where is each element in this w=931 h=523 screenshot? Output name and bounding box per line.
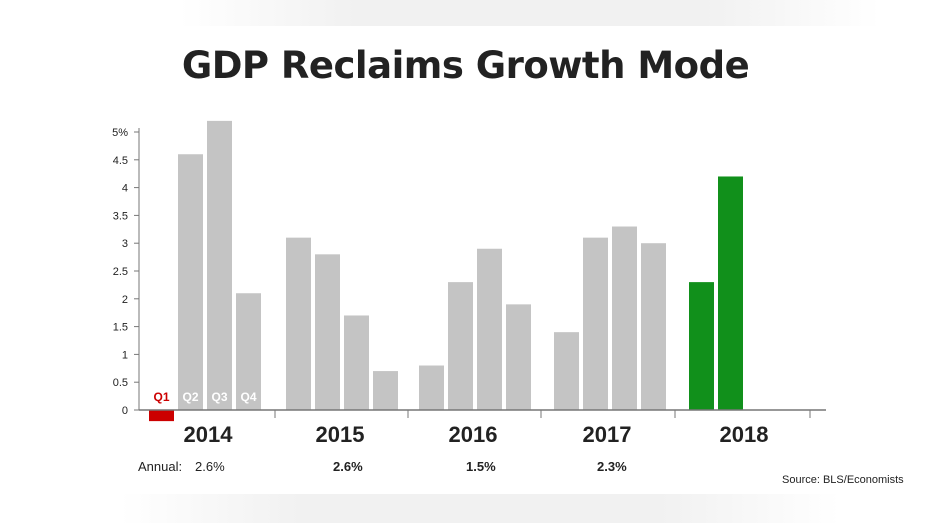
bar-2015-q3	[344, 315, 369, 410]
bar-2015-q2	[315, 254, 340, 410]
x-label-2018: 2018	[720, 422, 769, 447]
quarter-label-q1: Q1	[153, 390, 169, 404]
x-label-2017: 2017	[583, 422, 632, 447]
bar-2015-q1	[286, 237, 311, 410]
bar-2017-q4	[641, 243, 666, 410]
bar-2014-q3	[207, 120, 232, 410]
quarter-label-q4: Q4	[240, 390, 256, 404]
annual-value-2017: 2.3%	[597, 459, 627, 474]
bar-2014-q4	[236, 293, 261, 410]
quarter-label-q2: Q2	[182, 390, 198, 404]
y-tick-label: 4.5	[113, 155, 128, 167]
bar-2014-q2	[178, 154, 203, 410]
y-tick-label: 2.5	[113, 266, 128, 278]
bar-2017-q1	[554, 332, 579, 410]
y-tick-label: 3.5	[113, 210, 128, 222]
x-label-2015: 2015	[316, 422, 365, 447]
annual-value-2016: 1.5%	[466, 459, 496, 474]
bar-2018-q1	[689, 282, 714, 410]
bar-2017-q3	[612, 226, 637, 410]
source-note: Source: BLS/Economists	[782, 474, 904, 486]
bar-2016-q2	[448, 282, 473, 410]
annual-label: Annual:	[138, 459, 183, 474]
y-tick-label: 0.5	[113, 377, 128, 389]
bar-2016-q1	[419, 365, 444, 410]
y-tick-label: 3	[122, 238, 128, 250]
y-tick-label: 2	[122, 294, 128, 306]
bar-2015-q4	[373, 371, 398, 410]
y-tick-label: 1.5	[113, 322, 128, 334]
bar-2017-q2	[583, 237, 608, 410]
annual-value-2014: 2.6%	[195, 459, 225, 474]
bar-2016-q4	[506, 304, 531, 410]
y-tick-label: 1	[122, 349, 128, 361]
bottom-band	[120, 494, 840, 523]
x-label-2016: 2016	[449, 422, 498, 447]
annual-value-2015: 2.6%	[333, 459, 363, 474]
y-tick-label: 4	[122, 183, 128, 195]
y-tick-label: 5%	[112, 127, 128, 139]
bar-2016-q3	[477, 248, 502, 410]
quarter-label-q3: Q3	[211, 390, 227, 404]
chart-title: GDP Reclaims Growth Mode	[181, 44, 750, 87]
x-label-2014: 2014	[184, 422, 234, 447]
bar-2018-q2	[718, 176, 743, 410]
y-tick-label: 0	[122, 405, 128, 417]
bar-2014-q1	[149, 410, 174, 422]
top-band	[180, 0, 880, 26]
